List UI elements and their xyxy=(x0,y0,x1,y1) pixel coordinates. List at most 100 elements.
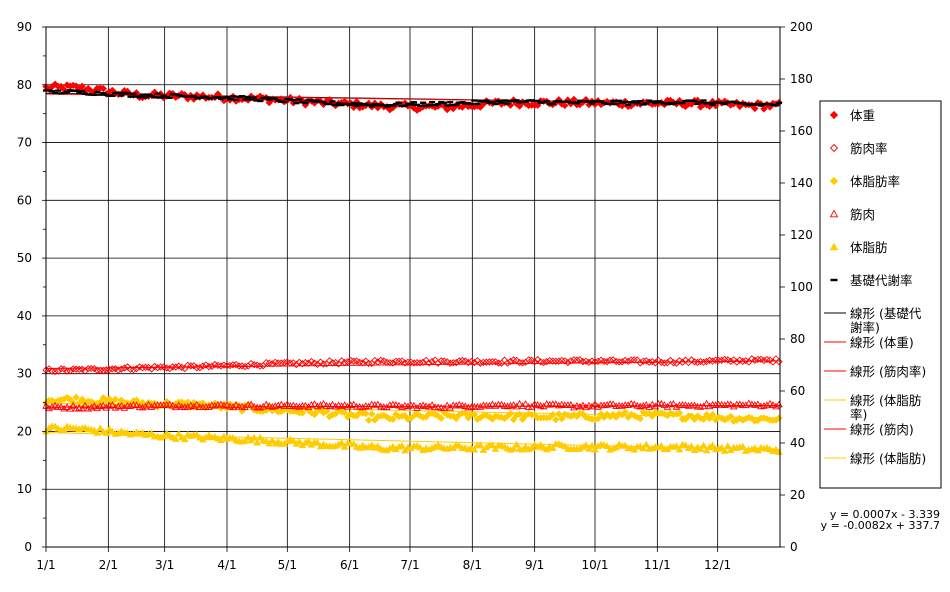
data-point xyxy=(350,357,358,365)
data-point xyxy=(769,103,776,107)
data-point xyxy=(513,99,520,102)
data-point xyxy=(93,366,101,375)
data-point xyxy=(96,398,104,406)
data-point xyxy=(289,437,298,444)
data-point xyxy=(64,90,71,93)
x-tick-label: 11/1 xyxy=(644,558,671,572)
data-point xyxy=(52,91,59,95)
data-point xyxy=(253,438,261,446)
data-point xyxy=(275,99,282,102)
data-point xyxy=(317,100,324,104)
data-point xyxy=(254,99,261,102)
data-point xyxy=(79,89,86,93)
data-point xyxy=(295,437,304,445)
data-point xyxy=(561,100,568,103)
data-point xyxy=(555,357,563,365)
data-point xyxy=(754,102,761,106)
data-point xyxy=(365,416,373,424)
data-point xyxy=(416,443,424,451)
data-point xyxy=(93,404,102,412)
data-point xyxy=(763,401,771,409)
data-point xyxy=(96,424,105,432)
data-point xyxy=(470,358,478,367)
data-point xyxy=(389,415,397,423)
data-point xyxy=(196,364,204,372)
data-point xyxy=(60,365,68,373)
data-point xyxy=(708,410,717,419)
data-point xyxy=(609,356,617,364)
data-point xyxy=(540,100,547,104)
legend-label: 線形 (体脂肪) xyxy=(850,451,926,466)
data-point xyxy=(130,92,137,95)
data-point xyxy=(531,358,539,366)
data-point xyxy=(742,102,749,106)
data-point xyxy=(344,358,352,366)
data-point xyxy=(299,101,306,104)
y-left-tick-label: 50 xyxy=(17,251,32,265)
data-point xyxy=(313,360,322,369)
data-point xyxy=(374,104,381,107)
data-point xyxy=(549,102,556,105)
data-point xyxy=(45,365,53,373)
data-point xyxy=(208,96,215,100)
data-point xyxy=(555,410,563,418)
data-point xyxy=(483,99,490,102)
data-point xyxy=(485,401,494,409)
data-point xyxy=(280,402,289,409)
data-point xyxy=(51,367,59,376)
data-point xyxy=(723,442,732,449)
data-point xyxy=(69,365,77,373)
data-point xyxy=(601,101,608,105)
y-left-tick-label: 10 xyxy=(17,482,32,496)
data-point xyxy=(256,362,264,370)
data-point xyxy=(180,435,189,443)
data-point xyxy=(702,411,711,419)
y-left-tick-label: 90 xyxy=(17,20,32,34)
data-point xyxy=(729,402,738,410)
data-point xyxy=(263,96,270,99)
data-point xyxy=(353,104,360,107)
data-point xyxy=(344,102,351,106)
data-point xyxy=(757,104,764,107)
data-point xyxy=(447,100,454,104)
data-point xyxy=(751,356,759,364)
data-point xyxy=(461,402,470,410)
data-point xyxy=(598,100,605,103)
data-point xyxy=(536,441,545,448)
data-point xyxy=(326,102,333,106)
data-point xyxy=(340,408,349,417)
data-point xyxy=(477,100,484,103)
data-point xyxy=(450,103,457,107)
data-point xyxy=(506,357,515,366)
data-point xyxy=(61,92,68,95)
data-point xyxy=(425,359,433,367)
data-point xyxy=(760,103,767,106)
data-point xyxy=(51,401,59,409)
data-point xyxy=(576,402,584,410)
data-point xyxy=(81,401,89,409)
data-point xyxy=(407,103,414,106)
legend-marker xyxy=(829,110,839,120)
data-point xyxy=(145,93,152,96)
legend-label: 線形 (体重) xyxy=(850,335,914,350)
data-point xyxy=(284,97,291,101)
data-point xyxy=(609,400,617,408)
data-point xyxy=(96,366,104,375)
data-point xyxy=(123,363,132,371)
data-point xyxy=(154,92,161,95)
data-point xyxy=(670,102,677,106)
data-point xyxy=(46,89,53,92)
data-point xyxy=(196,96,203,100)
data-point xyxy=(398,403,406,410)
data-point xyxy=(441,101,448,104)
data-point xyxy=(66,395,74,404)
data-point xyxy=(715,356,723,365)
data-point xyxy=(266,98,273,101)
data-point xyxy=(591,100,598,103)
data-point xyxy=(329,100,336,103)
data-point xyxy=(603,358,611,366)
data-point xyxy=(733,101,740,104)
data-point xyxy=(751,103,758,106)
data-point xyxy=(94,90,101,94)
